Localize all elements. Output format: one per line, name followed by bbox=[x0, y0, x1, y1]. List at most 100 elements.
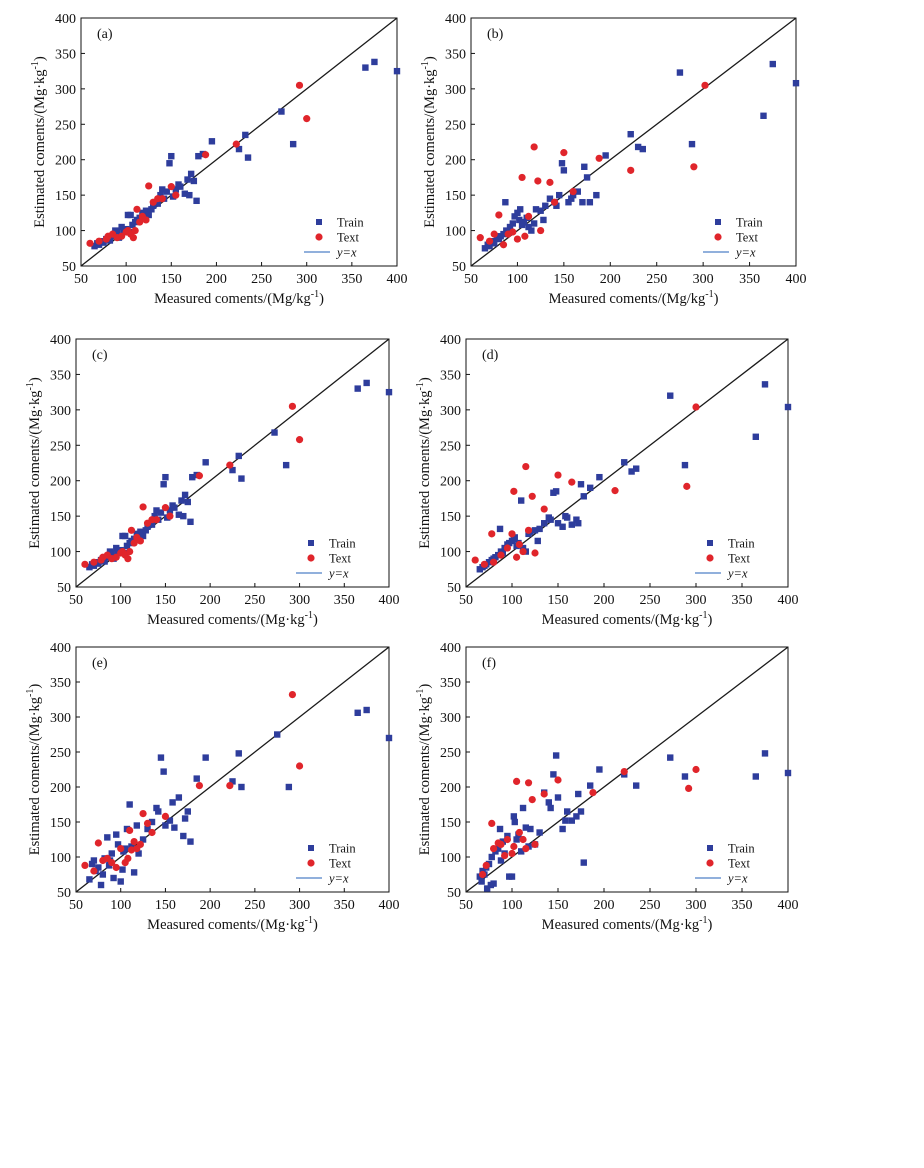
train-point bbox=[175, 794, 183, 801]
test-point bbox=[685, 784, 693, 793]
x-tick-label: 300 bbox=[289, 898, 310, 913]
y-tick-label: 350 bbox=[55, 47, 76, 62]
legend-train-marker bbox=[316, 219, 322, 225]
plot-frame bbox=[465, 646, 789, 893]
legend-test-marker bbox=[307, 554, 315, 562]
train-point bbox=[126, 801, 133, 808]
y-axis-label: Estimated coments/(Mg·kg-1) bbox=[415, 377, 433, 549]
x-tick-label: 50 bbox=[74, 272, 88, 287]
train-point bbox=[104, 834, 111, 841]
test-point bbox=[126, 547, 134, 556]
x-tick-label: 200 bbox=[200, 898, 221, 913]
test-point bbox=[524, 779, 533, 787]
train-point bbox=[530, 220, 538, 227]
y-tick-label: 150 bbox=[440, 816, 461, 831]
train-point bbox=[142, 527, 149, 534]
legend-test-label: Text bbox=[728, 857, 751, 871]
y-tick-label: 250 bbox=[440, 439, 461, 454]
test-point bbox=[172, 191, 180, 199]
train-point bbox=[752, 773, 759, 780]
legend-line-label: y=x bbox=[734, 246, 756, 260]
panel-label: (b) bbox=[487, 27, 504, 42]
legend-test-marker bbox=[307, 859, 315, 867]
y-tick-label: 400 bbox=[55, 12, 76, 27]
train-point bbox=[556, 191, 563, 199]
train-point bbox=[587, 782, 594, 789]
train-point bbox=[166, 160, 173, 167]
test-point bbox=[620, 768, 628, 776]
train-point bbox=[752, 433, 759, 440]
y-tick-label: 100 bbox=[50, 546, 71, 561]
train-point bbox=[760, 112, 767, 119]
test-point bbox=[537, 226, 545, 235]
train-point bbox=[274, 731, 281, 738]
test-point bbox=[136, 537, 144, 545]
train-point bbox=[202, 459, 209, 466]
train-point bbox=[488, 853, 495, 861]
train-point bbox=[119, 866, 126, 873]
train-point bbox=[547, 516, 554, 523]
test-point bbox=[508, 530, 516, 538]
y-tick-label: 300 bbox=[50, 404, 71, 419]
test-point bbox=[510, 487, 518, 495]
train-point bbox=[554, 794, 562, 801]
train-point bbox=[159, 186, 166, 193]
train-point bbox=[137, 528, 144, 535]
test-point bbox=[627, 166, 635, 174]
train-point bbox=[490, 880, 497, 887]
y-tick-label: 150 bbox=[445, 189, 466, 204]
train-point bbox=[536, 525, 543, 533]
y-tick-label: 50 bbox=[57, 886, 71, 901]
train-point bbox=[108, 850, 115, 857]
x-tick-label: 250 bbox=[251, 272, 272, 287]
train-point bbox=[537, 207, 544, 214]
chart-panel-5: 50 100 150 200 250 300 350 400 50 100 150 200 250 300… bbox=[25, 641, 400, 933]
legend-test-marker bbox=[714, 233, 722, 241]
test-point bbox=[503, 544, 511, 552]
legend-test-marker bbox=[315, 233, 323, 241]
train-point bbox=[554, 520, 562, 527]
train-point bbox=[160, 768, 167, 775]
panel-label: (d) bbox=[482, 348, 499, 363]
y-tick-label: 400 bbox=[440, 641, 461, 656]
train-point bbox=[117, 878, 124, 885]
test-point bbox=[124, 854, 132, 863]
test-point bbox=[503, 835, 511, 844]
test-point bbox=[480, 560, 488, 568]
x-tick-label: 350 bbox=[739, 272, 760, 287]
train-point bbox=[522, 824, 529, 831]
x-tick-label: 300 bbox=[686, 593, 707, 608]
train-point bbox=[121, 845, 129, 852]
train-point bbox=[633, 782, 640, 789]
train-point bbox=[99, 871, 107, 878]
train-point bbox=[577, 481, 585, 488]
train-point bbox=[97, 881, 105, 889]
train-point bbox=[271, 429, 278, 436]
train-point bbox=[95, 864, 102, 871]
test-point bbox=[701, 81, 709, 89]
test-point bbox=[136, 840, 144, 849]
train-point bbox=[564, 514, 571, 521]
train-point bbox=[552, 488, 560, 495]
train-point bbox=[583, 174, 591, 181]
train-point bbox=[580, 859, 587, 866]
test-point bbox=[518, 173, 526, 182]
train-point bbox=[88, 860, 96, 868]
test-point bbox=[524, 212, 533, 220]
train-point bbox=[181, 491, 189, 499]
test-point bbox=[524, 526, 533, 534]
x-axis-label: Measured coments/(Mg/kg-1) bbox=[154, 289, 324, 307]
train-point bbox=[586, 199, 594, 206]
chart-panel-2: 50 100 150 200 250 300 350 400 50 100 150 200 250 300… bbox=[420, 12, 807, 307]
train-point bbox=[139, 532, 147, 540]
x-tick-label: 50 bbox=[69, 593, 83, 608]
train-point bbox=[627, 131, 634, 138]
legend-train-marker bbox=[707, 540, 713, 546]
train-point bbox=[105, 862, 113, 869]
train-point bbox=[628, 468, 635, 475]
train-point bbox=[676, 69, 684, 76]
test-point bbox=[530, 143, 538, 151]
train-point bbox=[145, 211, 152, 219]
train-point bbox=[575, 520, 582, 527]
y-tick-label: 50 bbox=[452, 260, 466, 275]
